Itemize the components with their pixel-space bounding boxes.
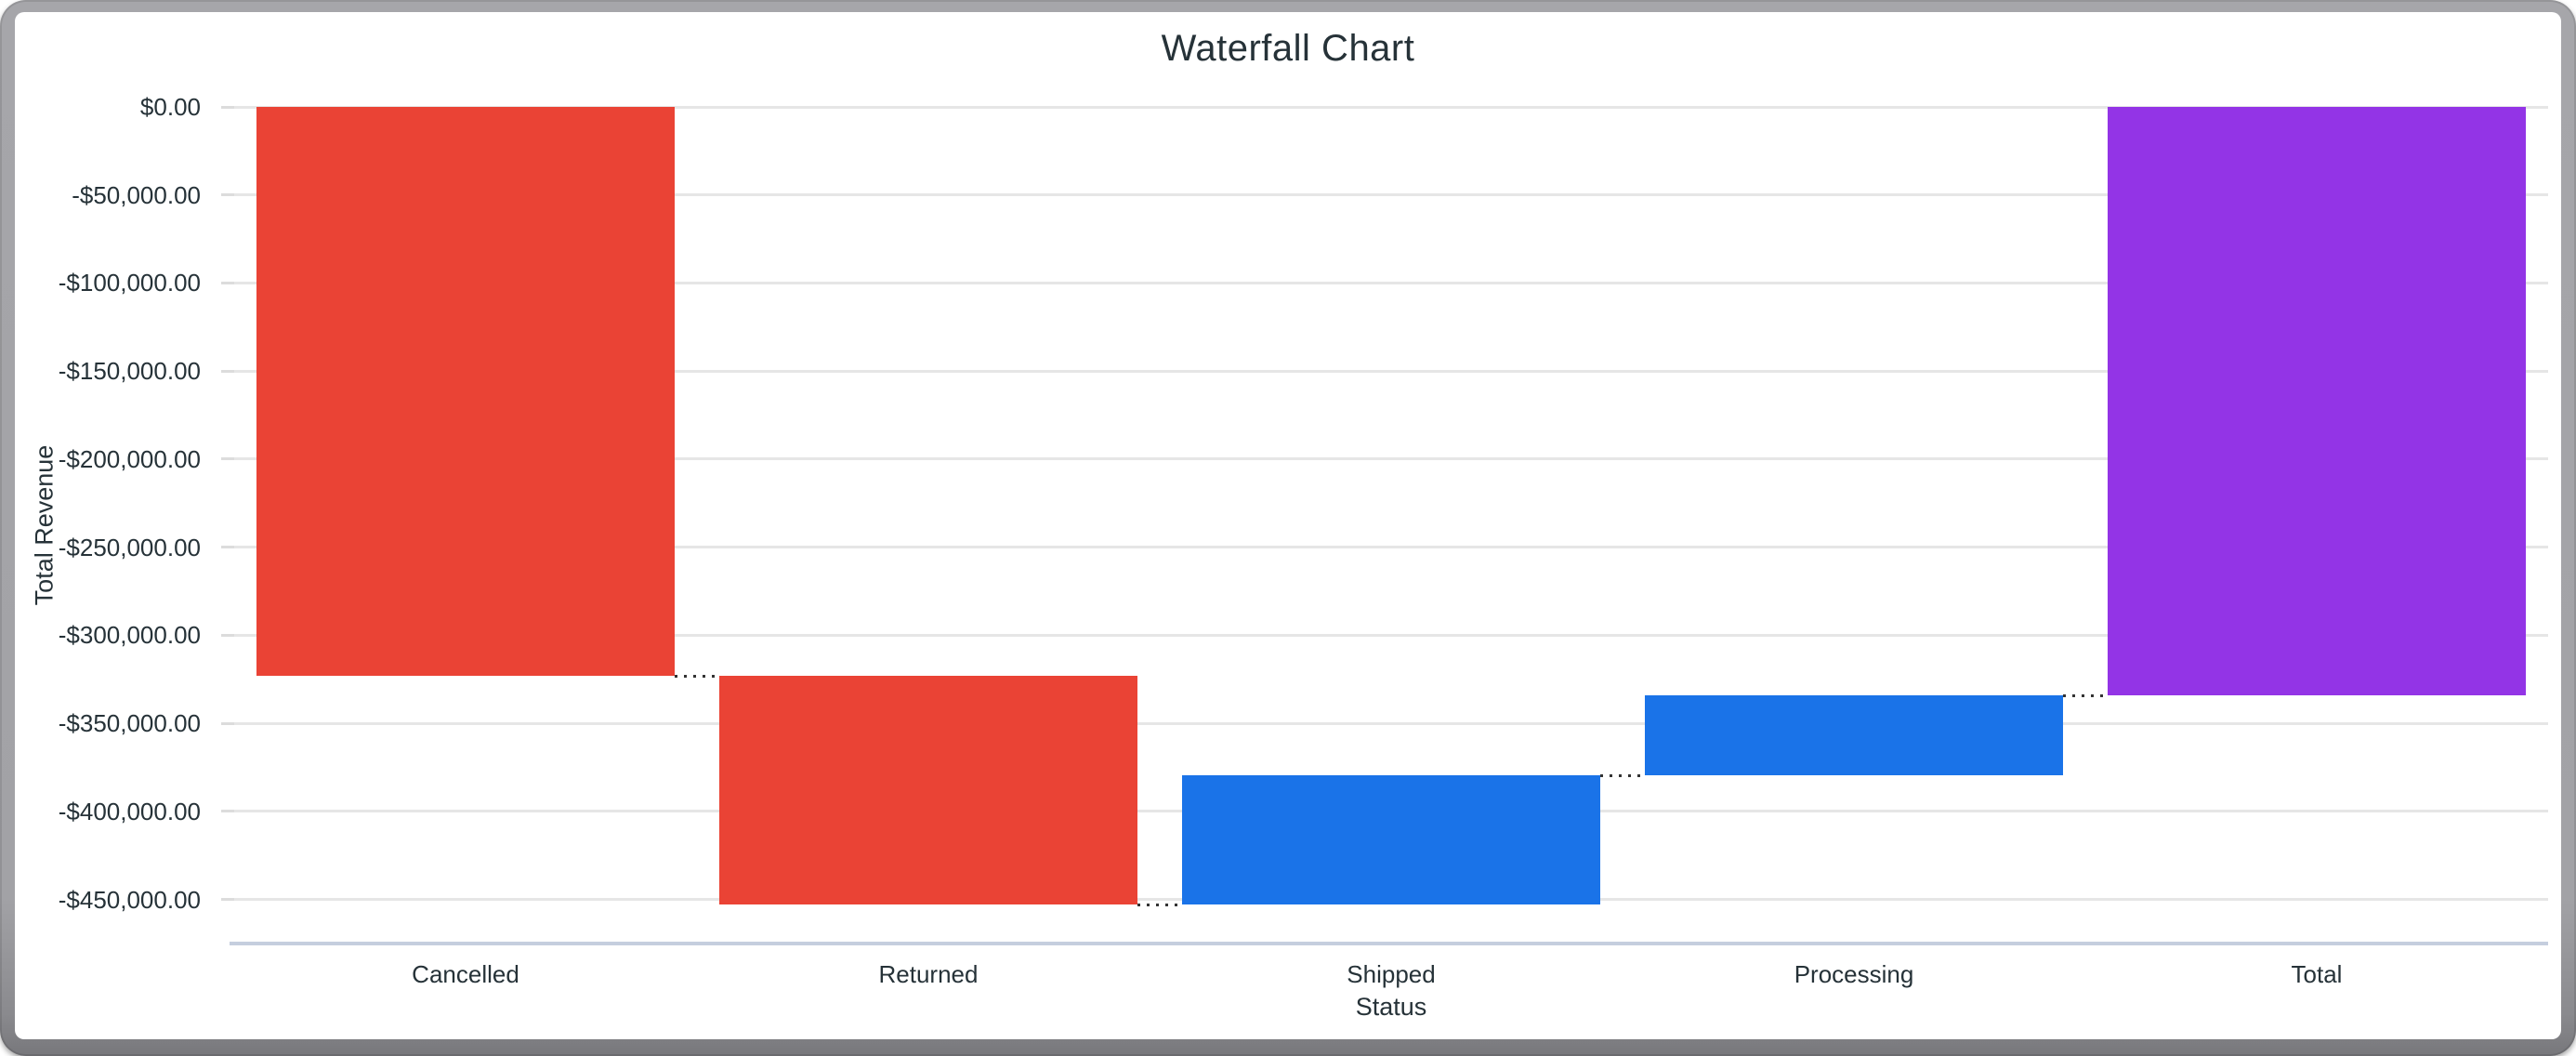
y-tick-label: -$200,000.00 (58, 444, 201, 473)
x-tick-label-total: Total (2291, 960, 2343, 988)
y-gridline (234, 546, 2548, 549)
y-tick-mark (221, 810, 234, 813)
waterfall-bar-processing[interactable] (1645, 695, 2063, 776)
y-tick-mark (221, 193, 234, 197)
x-axis-title: Status (1355, 993, 1427, 1021)
y-gridline (234, 369, 2548, 373)
y-tick-label: -$250,000.00 (58, 533, 201, 561)
y-tick-mark (221, 898, 234, 902)
waterfall-connector (1137, 903, 1182, 906)
x-axis-line (230, 942, 2548, 945)
y-gridline (234, 457, 2548, 461)
x-tick-label-processing: Processing (1794, 960, 1914, 988)
y-tick-mark (221, 281, 234, 284)
y-tick-mark (221, 721, 234, 725)
y-tick-label: -$400,000.00 (58, 797, 201, 825)
waterfall-bar-returned[interactable] (719, 676, 1137, 905)
y-tick-label: -$300,000.00 (58, 621, 201, 650)
y-tick-label: -$450,000.00 (58, 885, 201, 914)
y-gridline (234, 633, 2548, 637)
waterfall-connector (2063, 693, 2108, 697)
y-gridline (234, 193, 2548, 197)
waterfall-bar-shipped[interactable] (1182, 775, 1600, 905)
y-tick-mark (221, 633, 234, 637)
waterfall-connector (675, 674, 719, 678)
y-tick-label: -$150,000.00 (58, 357, 201, 386)
y-tick-label: $0.00 (139, 93, 201, 121)
waterfall-bar-total[interactable] (2108, 107, 2526, 696)
x-tick-label-shipped: Shipped (1347, 960, 1436, 988)
x-tick-label-returned: Returned (878, 960, 979, 988)
y-tick-mark (221, 457, 234, 461)
x-tick-label-cancelled: Cancelled (412, 960, 519, 988)
y-tick-mark (221, 369, 234, 373)
chart-title: Waterfall Chart (1161, 28, 1415, 69)
y-gridline (234, 105, 2548, 109)
y-gridline (234, 721, 2548, 725)
waterfall-bar-cancelled[interactable] (256, 107, 675, 676)
y-tick-mark (221, 546, 234, 549)
waterfall-connector (1600, 773, 1645, 777)
y-axis-title: Total Revenue (30, 444, 59, 606)
y-tick-label: -$100,000.00 (58, 269, 201, 297)
y-gridline (234, 281, 2548, 284)
y-tick-label: -$50,000.00 (72, 180, 201, 209)
y-tick-mark (221, 105, 234, 109)
y-tick-label: -$350,000.00 (58, 709, 201, 738)
